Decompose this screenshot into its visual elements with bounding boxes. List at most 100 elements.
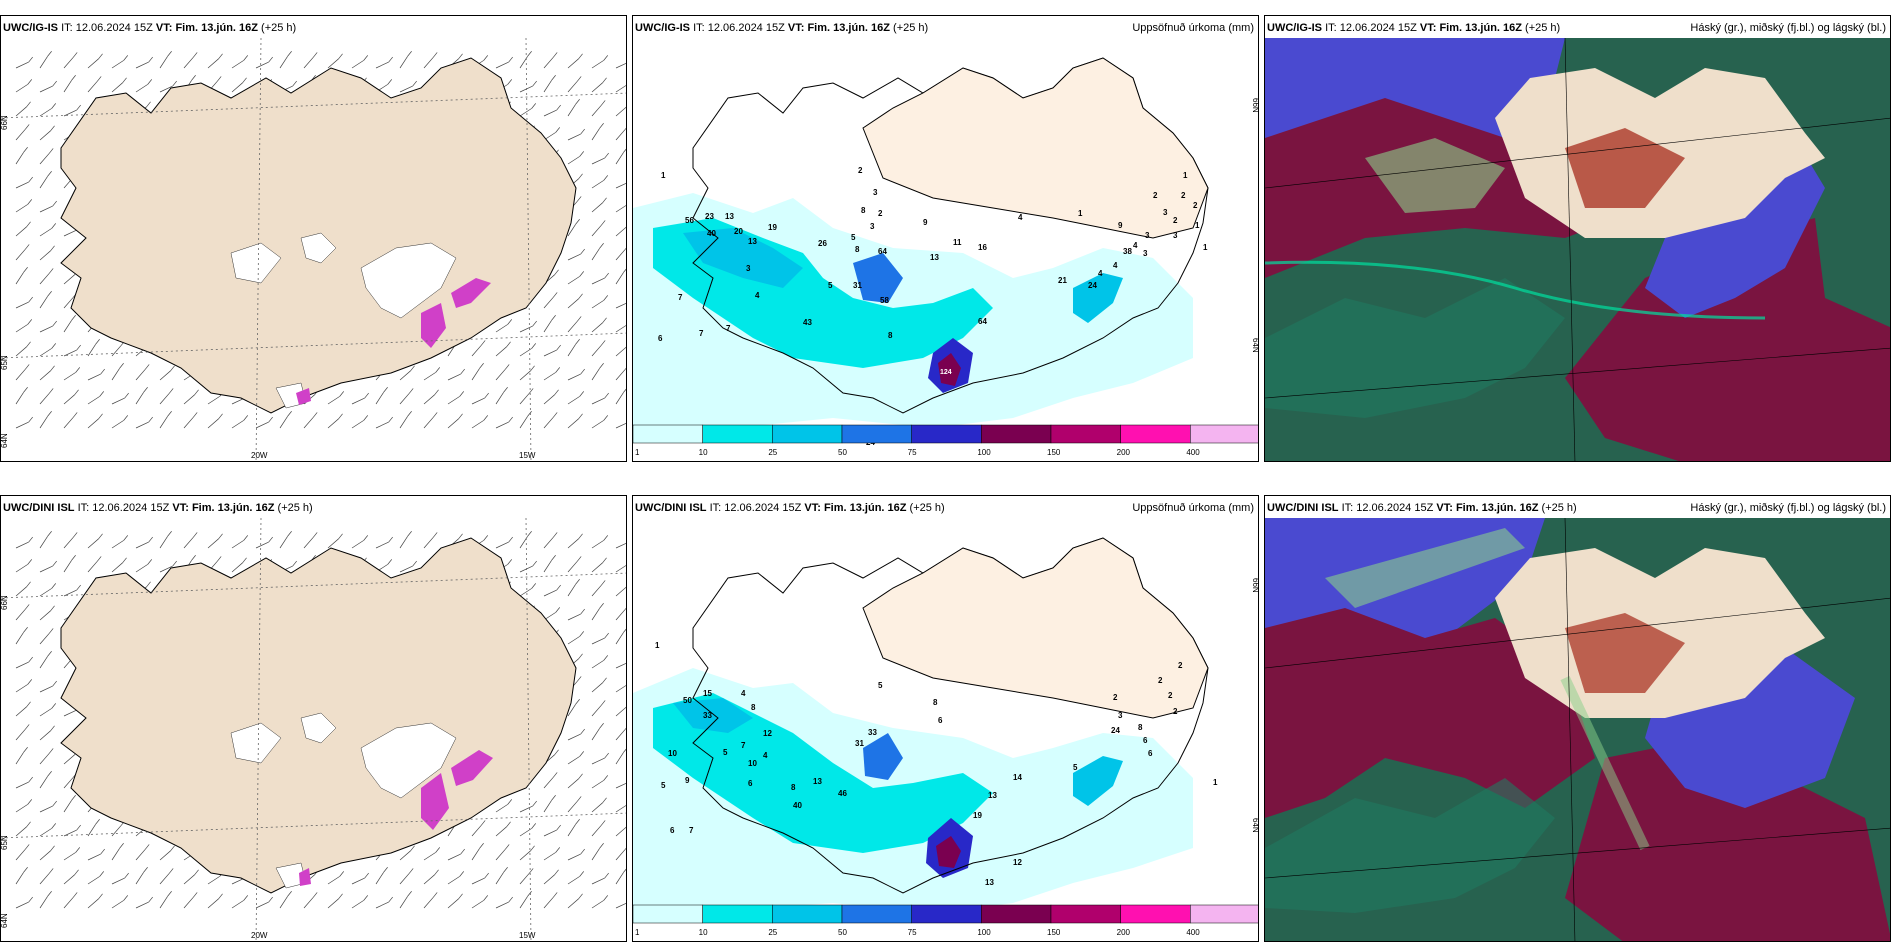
wind-barb-flag xyxy=(96,76,102,82)
svg-text:3: 3 xyxy=(746,264,751,273)
wind-map: 66N 65N 64N 20W 15W xyxy=(1,38,626,461)
wind-barb-flag xyxy=(50,845,55,852)
wind-barb xyxy=(495,324,508,333)
svg-text:11: 11 xyxy=(953,238,962,247)
wind-barb xyxy=(615,205,626,213)
wind-barb-flag xyxy=(98,893,103,900)
svg-text:23: 23 xyxy=(705,212,714,221)
wind-barb xyxy=(255,541,269,549)
svg-text:124: 124 xyxy=(940,369,952,376)
svg-text:24: 24 xyxy=(1088,281,1097,290)
wind-barb-flag xyxy=(527,51,532,57)
precip-map: 1 5 50 15 4 8 33 12 7 10 4 31 33 5 8 6 1… xyxy=(633,537,1258,937)
wind-barb-flag xyxy=(532,560,537,567)
wind-barb xyxy=(351,60,364,69)
wind-barb-flag xyxy=(602,677,607,684)
wind-barb xyxy=(615,152,624,165)
wind-barb xyxy=(495,421,509,429)
wind-barb xyxy=(255,61,269,69)
wind-barb xyxy=(15,661,29,669)
wind-barb-flag xyxy=(338,533,343,540)
svg-text:5: 5 xyxy=(878,681,883,690)
svg-text:40: 40 xyxy=(793,801,802,810)
wind-barb xyxy=(543,897,554,909)
wind-barb xyxy=(303,417,314,429)
wind-barb xyxy=(423,417,434,429)
wind-barb xyxy=(471,877,485,885)
wind-barb xyxy=(39,656,48,669)
colorbar-tick-label: 10 xyxy=(699,928,708,937)
wind-barb-flag xyxy=(460,848,465,855)
wind-barb-flag xyxy=(218,893,223,900)
wind-barb xyxy=(471,345,482,357)
wind-barb-flag xyxy=(71,795,76,801)
panel-title: Uppsöfnuð úrkoma (mm) xyxy=(1132,22,1254,34)
wind-barb-flag xyxy=(100,848,105,855)
wind-barb-flag xyxy=(602,797,607,804)
wind-barb xyxy=(135,872,144,885)
svg-text:7: 7 xyxy=(699,329,704,338)
wind-barb xyxy=(519,850,531,861)
wind-barb-flag xyxy=(52,320,57,327)
wind-barb xyxy=(15,541,29,549)
svg-text:13: 13 xyxy=(725,212,734,221)
wind-barb-flag xyxy=(551,555,556,561)
wind-barb xyxy=(39,708,52,717)
svg-text:19: 19 xyxy=(973,811,982,820)
wind-barb xyxy=(111,848,120,861)
wind-barb-flag xyxy=(551,315,556,321)
wind-barb-flag xyxy=(576,316,582,322)
wind-barb xyxy=(183,874,195,885)
colorbar-swatch xyxy=(1120,904,1191,924)
svg-text:6: 6 xyxy=(1143,736,1148,745)
wind-barb-flag xyxy=(527,891,532,897)
wind-barb xyxy=(567,801,578,813)
wind-barb xyxy=(615,782,626,789)
wind-barb xyxy=(591,540,604,549)
wind-barb-flag xyxy=(148,416,153,423)
wind-barb xyxy=(63,417,74,429)
colorbar-tick-label: 200 xyxy=(1117,448,1131,457)
wind-barb xyxy=(15,849,26,861)
panel-title: Háský (gr.), miðský (fj.bl.) og lágský (… xyxy=(1690,502,1886,514)
panel-uwc-igis-wind: UWC/IG-IS IT: 12.06.2024 15Z VT: Fim. 13… xyxy=(0,15,627,462)
wind-barb xyxy=(447,373,461,381)
wind-barb-flag xyxy=(24,364,30,370)
wind-barb xyxy=(591,780,604,789)
wind-barb xyxy=(615,272,624,285)
wind-barb xyxy=(591,157,605,165)
wind-barb xyxy=(567,613,581,621)
wind-barb xyxy=(447,876,460,885)
wind-barb-flag xyxy=(599,603,604,609)
wind-barb xyxy=(279,56,288,69)
wind-barb-flag xyxy=(287,51,292,57)
wind-barb-flag xyxy=(407,51,412,57)
wind-barb-flag xyxy=(312,52,318,58)
wind-barb-flag xyxy=(23,147,28,153)
wind-barb-flag xyxy=(191,75,196,81)
wind-barb-flag xyxy=(167,411,172,417)
svg-text:6: 6 xyxy=(1148,749,1153,758)
wind-barb xyxy=(591,660,604,669)
wind-barb xyxy=(39,370,51,381)
wind-barb-flag xyxy=(459,391,465,397)
wind-barb xyxy=(375,421,389,429)
svg-text:21: 21 xyxy=(1058,276,1067,285)
wind-barb-flag xyxy=(458,413,463,420)
wind-barb xyxy=(39,776,48,789)
wind-barb xyxy=(399,565,413,573)
wind-barb-flag xyxy=(47,291,52,297)
wind-barb xyxy=(567,253,581,261)
wind-barb xyxy=(15,152,24,165)
wind-barb-flag xyxy=(243,895,249,901)
colorbar-swatch xyxy=(1050,424,1121,444)
cloud-map xyxy=(1265,518,1890,941)
wind-barb xyxy=(39,205,53,213)
wind-barb xyxy=(615,805,626,813)
wind-barb-flag xyxy=(575,219,580,225)
wind-barb-flag xyxy=(555,607,561,613)
wind-barb-flag xyxy=(26,221,31,228)
wind-barb xyxy=(111,345,122,357)
wind-map: 66N 65N 64N 20W 15W xyxy=(1,518,626,941)
wind-barb-flag xyxy=(504,364,510,370)
